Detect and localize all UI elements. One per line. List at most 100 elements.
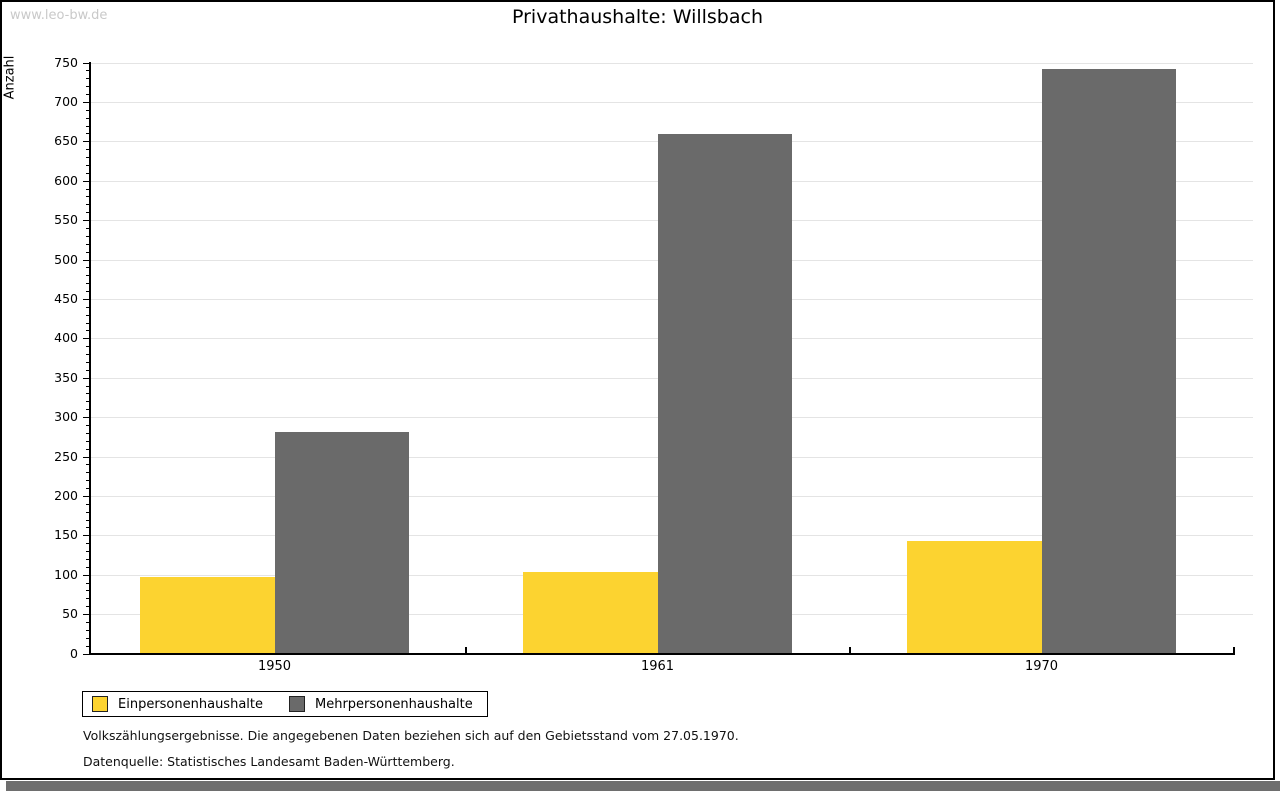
y-minor-tick-380 [86,354,90,356]
y-tick-label-0: 0 [70,645,78,661]
y-tick-label-350: 350 [54,369,78,385]
y-minor-tick-730 [86,78,90,80]
y-minor-tick-540 [86,227,90,229]
y-major-tick-400 [83,338,90,340]
y-major-tick-750 [83,62,90,64]
footnote-source-note: Volkszählungsergebnisse. Die angegebenen… [83,728,739,743]
y-minor-tick-410 [86,330,90,332]
bar-einpersonenhaushalte-1970 [907,540,1042,654]
y-minor-tick-220 [86,480,90,482]
y-minor-tick-110 [86,566,90,568]
y-minor-tick-560 [86,212,90,214]
y-minor-tick-30 [86,629,90,631]
y-minor-tick-460 [86,291,90,293]
y-major-tick-150 [83,535,90,537]
y-major-tick-300 [83,417,90,419]
y-minor-tick-40 [86,621,90,623]
y-minor-tick-310 [86,409,90,411]
y-axis-line [89,61,91,655]
y-minor-tick-320 [86,401,90,403]
y-tick-label-150: 150 [54,527,78,543]
y-minor-tick-190 [86,503,90,505]
x-axis-line [89,652,1235,655]
y-minor-tick-670 [86,125,90,127]
x-boundary-tick-0 [465,646,467,654]
y-tick-label-650: 650 [54,133,78,149]
x-tick-label-1961: 1961 [640,658,675,674]
bar-mehrpersonenhaushalte-1970 [1041,68,1176,654]
legend-item-einpersonenhaushalte: Einpersonenhaushalte [92,696,263,712]
y-minor-tick-480 [86,275,90,277]
y-tick-label-450: 450 [54,290,78,306]
y-minor-tick-510 [86,251,90,253]
y-minor-tick-330 [86,393,90,395]
legend-box: Einpersonenhaushalte Mehrpersonenhaushalt… [82,691,488,717]
legend-swatch-icon [92,696,108,712]
legend-label: Mehrpersonenhaushalte [315,696,473,712]
y-major-tick-450 [83,298,90,300]
footnote-data-source: Datenquelle: Statistisches Landesamt Bad… [83,754,455,769]
y-axis-label: Anzahl [2,55,18,100]
y-tick-label-700: 700 [54,93,78,109]
legend-label: Einpersonenhaushalte [118,696,263,712]
y-minor-tick-520 [86,243,90,245]
y-minor-tick-610 [86,172,90,174]
y-major-tick-50 [83,614,90,616]
y-minor-tick-720 [86,86,90,88]
y-minor-tick-280 [86,432,90,434]
y-minor-tick-590 [86,188,90,190]
y-minor-tick-90 [86,582,90,584]
chart-title: Privathaushalte: Willsbach [511,6,764,28]
y-minor-tick-630 [86,157,90,159]
x-tick-label-1950: 1950 [257,658,292,674]
y-minor-tick-260 [86,448,90,450]
y-minor-tick-60 [86,606,90,608]
y-major-tick-250 [83,456,90,458]
y-minor-tick-230 [86,472,90,474]
watermark-text: www.leo-bw.de [10,8,108,23]
y-minor-tick-470 [86,283,90,285]
y-minor-tick-10 [86,645,90,647]
y-major-tick-600 [83,180,90,182]
legend-swatch-icon [289,696,305,712]
y-minor-tick-440 [86,306,90,308]
y-minor-tick-240 [86,464,90,466]
y-tick-label-50: 50 [62,606,78,622]
y-minor-tick-70 [86,598,90,600]
x-tick-label-1970: 1970 [1024,658,1059,674]
y-minor-tick-390 [86,346,90,348]
y-minor-tick-580 [86,196,90,198]
gridline-750 [90,62,1253,64]
y-minor-tick-210 [86,488,90,490]
y-minor-tick-710 [86,94,90,96]
y-minor-tick-140 [86,543,90,545]
y-minor-tick-130 [86,551,90,553]
y-tick-label-750: 750 [54,54,78,70]
y-minor-tick-430 [86,314,90,316]
y-minor-tick-420 [86,322,90,324]
y-minor-tick-170 [86,519,90,521]
gridline-700 [90,101,1253,103]
y-minor-tick-620 [86,164,90,166]
bar-mehrpersonenhaushalte-1950 [274,432,409,654]
y-tick-label-300: 300 [54,409,78,425]
y-minor-tick-690 [86,109,90,111]
y-minor-tick-360 [86,369,90,371]
y-minor-tick-680 [86,117,90,119]
x-boundary-tick-1 [849,646,851,654]
y-major-tick-650 [83,141,90,143]
y-major-tick-500 [83,259,90,261]
y-tick-label-500: 500 [54,251,78,267]
y-major-tick-350 [83,377,90,379]
y-minor-tick-270 [86,440,90,442]
y-minor-tick-570 [86,204,90,206]
y-minor-tick-740 [86,70,90,72]
y-minor-tick-530 [86,235,90,237]
y-minor-tick-490 [86,267,90,269]
bar-einpersonenhaushalte-1961 [523,571,658,654]
y-tick-label-200: 200 [54,487,78,503]
y-major-tick-0 [83,653,90,655]
y-major-tick-550 [83,220,90,222]
y-major-tick-100 [83,574,90,576]
